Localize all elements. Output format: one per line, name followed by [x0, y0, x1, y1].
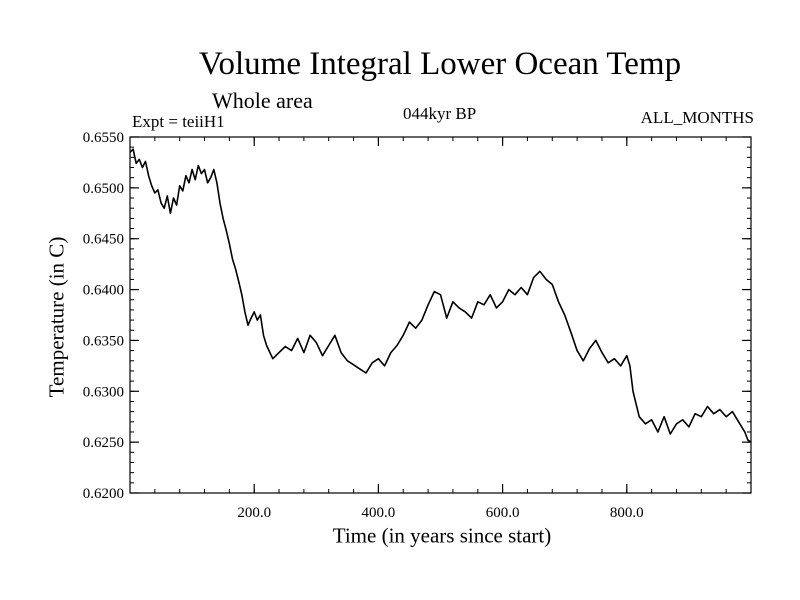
y-tick-label: 0.6300	[83, 384, 124, 400]
temperature-series-line	[129, 148, 752, 443]
x-axis-ticks: 200.0 400.0 600.0 800.0	[129, 137, 752, 521]
x-tick-label: 200.0	[237, 505, 271, 521]
x-axis-label: Time (in years since start)	[332, 523, 552, 548]
y-tick-label: 0.6200	[83, 486, 124, 502]
x-tick-label: 800.0	[610, 505, 644, 521]
y-tick-label: 0.6350	[83, 333, 124, 349]
chart-subtitle: Whole area	[212, 88, 313, 113]
y-tick-label: 0.6400	[83, 283, 124, 299]
chart-title: Volume Integral Lower Ocean Temp	[198, 46, 682, 82]
y-axis-ticks: 0.6200 0.6250 0.6300 0.6350 0.6400 0.6450 0.65…	[83, 130, 751, 502]
x-tick-label: 400.0	[362, 505, 396, 521]
y-tick-label: 0.6500	[83, 181, 124, 197]
y-tick-label: 0.6450	[83, 232, 124, 248]
months-label: ALL_MONTHS	[640, 108, 754, 127]
y-tick-label: 0.6250	[83, 435, 124, 451]
y-tick-label: 0.6550	[83, 130, 124, 146]
period-label: 044kyr BP	[403, 104, 477, 123]
series-group	[129, 148, 752, 443]
plot-frame	[129, 136, 752, 494]
x-tick-label: 600.0	[486, 505, 520, 521]
experiment-label: Expt = teiiH1	[132, 112, 225, 131]
